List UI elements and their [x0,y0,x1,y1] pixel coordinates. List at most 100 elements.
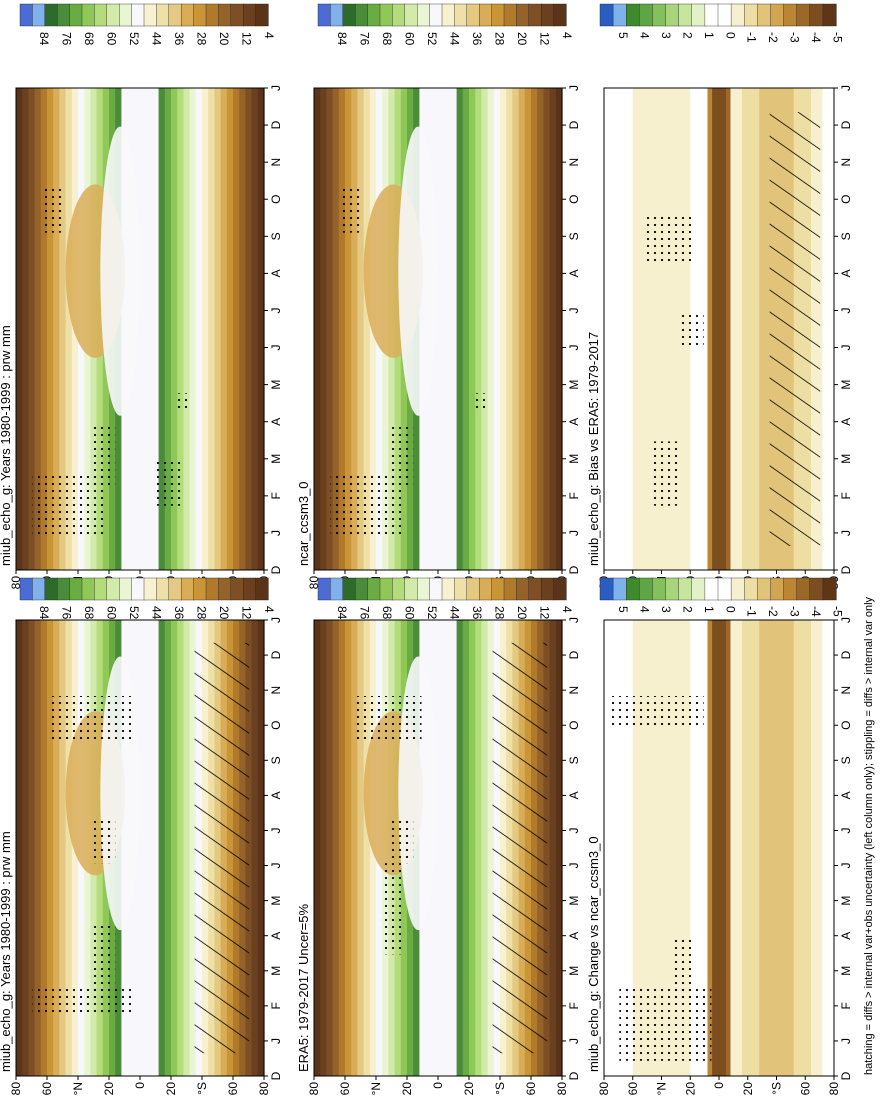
x-tick-label: O [839,195,853,204]
colorbar-swatch [541,577,555,601]
contour-band [481,620,489,1076]
colorbar-swatch [770,3,785,27]
y-tick-label: 60 [798,1082,812,1096]
contour-band [627,620,634,1076]
y-tick-label: °S [493,1082,507,1095]
colorbar-label: -4 [809,32,823,43]
y-tick-label: 60 [226,1082,240,1096]
y-tick-label: 80 [9,1082,23,1096]
x-tick-label: A [839,932,853,940]
x-tick-label: O [839,721,853,730]
panel-title: ERA5: 1979-2017 Uncer=5% [296,904,311,1072]
stipple-region [650,441,681,506]
contour-band [469,620,476,1076]
colorbar-label: 3 [659,606,673,613]
contour-band [555,620,563,1076]
colorbar-swatch [599,3,614,27]
contour-band [444,88,451,570]
stipple-region [471,393,488,410]
x-tick-label: J [839,85,853,91]
panel-title: miub_echo_g: Years 1980-1999 : prw mm [0,831,13,1072]
colorbar-swatch [367,3,381,27]
colorbar-swatch [528,577,542,601]
stipple-region [338,184,364,233]
colorbar-label: 20 [515,606,529,620]
colorbar-label: 68 [380,32,394,46]
y-tick-label: 0 [431,1082,445,1089]
x-tick-label: S [269,756,283,764]
contour-band [34,620,42,1076]
contour-band [475,620,482,1076]
colorbar-swatch [553,577,567,601]
y-tick-label: 60 [524,1082,538,1096]
colorbar-swatch [44,577,58,601]
colorbar-label: 76 [357,606,371,620]
colorbar-swatch [704,3,719,27]
x-tick-label: D [567,120,581,129]
colorbar-swatch [330,3,344,27]
contour-band [456,88,464,570]
x-tick-label: J [839,617,853,623]
y-tick-label: 80 [597,1082,611,1096]
contour-band [220,88,228,570]
panel-0: miub_echo_g: Years 1980-1999 : prw mm D J F… [0,617,283,1095]
x-tick-label: F [269,1002,283,1009]
contour-band [776,620,783,1076]
colorbar-label: 60 [104,606,118,620]
contour-band [644,88,651,570]
contour-band [363,620,371,1076]
stipple-region [173,393,190,410]
x-tick-label: M [269,454,283,464]
colorbar-swatch [242,577,257,601]
contour-band [164,620,172,1076]
contour-band [811,620,818,1076]
colorbar-swatch [392,577,406,601]
contour-band [158,88,166,570]
contour-band [326,88,334,570]
colorbar-swatch [81,577,96,601]
contour-band [320,620,327,1076]
colorbar-swatch [330,577,344,601]
colorbar-swatch [503,3,518,27]
colorbar-swatch [379,3,394,27]
colorbar-swatch [704,577,719,601]
contour-band [604,88,611,570]
contour-band [475,88,482,570]
contour-band [696,620,703,1076]
colorbar-swatch [32,3,46,27]
contour-band [469,88,476,570]
colorbar-swatch [612,3,627,27]
colorbar-label: 60 [402,32,416,46]
y-tick-label: 20 [683,1082,697,1096]
stipple-region [90,817,116,864]
panel-4: miub_echo_g: Bias vs ERA5: 1979-2017 D J F M… [586,85,853,589]
panel-1: miub_echo_g: Years 1980-1999 : prw mm D J F… [0,85,283,589]
contour-band [239,88,246,570]
x-tick-label: M [567,380,581,390]
contour-band [701,88,709,570]
colorbar-swatch [744,3,758,27]
contour-band [822,620,829,1076]
colorbar-label: 36 [470,606,484,620]
colorbar-label: 3 [659,32,673,39]
colorbar-swatch [783,3,798,27]
x-tick-label: J [567,827,581,833]
contour-band [40,620,48,1076]
x-tick-label: J [839,827,853,833]
x-tick-label: J [269,617,283,623]
contour-band [140,88,147,570]
contour-band [555,88,563,570]
x-tick-label: M [269,380,283,390]
contour-band [202,88,209,570]
stipple-region [619,984,712,1061]
colorbar-label: 84 [335,606,349,620]
contour-band [177,88,184,570]
colorbar-swatch [626,577,640,601]
contour-band [753,88,760,570]
contour-band [456,620,464,1076]
colorbar-swatch [81,3,96,27]
colorbar-swatch [404,577,418,601]
contour-band [332,88,340,570]
x-tick-label: J [839,307,853,313]
